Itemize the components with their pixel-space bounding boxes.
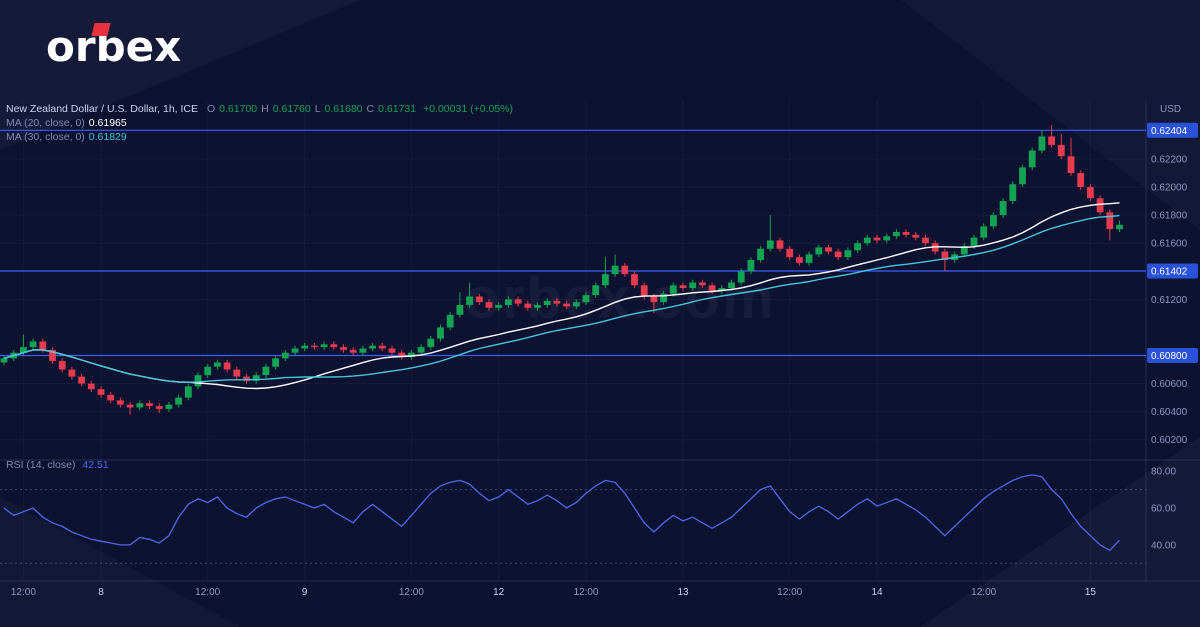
symbol-title: New Zealand Dollar / U.S. Dollar, 1h, IC… xyxy=(6,103,198,115)
low-label: L xyxy=(314,103,321,115)
svg-text:80.00: 80.00 xyxy=(1151,467,1176,478)
rsi-line xyxy=(3,474,1120,552)
orbex-logo: orbex xyxy=(46,22,181,71)
high-label: H xyxy=(261,103,269,115)
ma20-label: MA (20, close, 0) xyxy=(6,117,85,129)
ma30-value: 0.61829 xyxy=(88,131,127,143)
svg-text:0.61402: 0.61402 xyxy=(1151,267,1188,278)
svg-text:0.62000: 0.62000 xyxy=(1151,183,1188,194)
svg-text:14: 14 xyxy=(871,587,883,598)
svg-text:0.61800: 0.61800 xyxy=(1151,211,1188,222)
grid-lines xyxy=(0,100,1146,581)
low-value: 0.61680 xyxy=(324,103,363,115)
ma30-line xyxy=(3,214,1120,383)
svg-text:12:00: 12:00 xyxy=(11,587,36,598)
change-value: +0.00031 (+0.05%) xyxy=(423,103,513,115)
rsi-pane[interactable] xyxy=(0,462,1146,578)
svg-text:0.62200: 0.62200 xyxy=(1151,155,1188,166)
svg-text:12:00: 12:00 xyxy=(971,587,996,598)
close-value: 0.61731 xyxy=(378,103,417,115)
candlesticks xyxy=(0,125,1123,415)
price-axis[interactable]: USD 0.62200 0.62000 0.61800 0.61600 0.61200 0.… xyxy=(1146,100,1200,581)
svg-text:60.00: 60.00 xyxy=(1151,504,1176,515)
symbol-legend-row[interactable]: New Zealand Dollar / U.S. Dollar, 1h, IC… xyxy=(6,102,513,116)
svg-text:0.62404: 0.62404 xyxy=(1151,126,1188,137)
svg-text:12:00: 12:00 xyxy=(399,587,424,598)
close-label: C xyxy=(366,103,375,115)
svg-text:40.00: 40.00 xyxy=(1151,540,1176,551)
price-level-lines[interactable] xyxy=(0,129,1146,357)
ma30-label: MA (30, close, 0) xyxy=(6,131,85,143)
trading-chart[interactable]: orbex.com USD 0.62200 0.62000 0.61800 0.61600… xyxy=(0,100,1200,600)
high-value: 0.61760 xyxy=(272,103,311,115)
svg-text:15: 15 xyxy=(1085,587,1097,598)
rsi-legend-row[interactable]: RSI (14, close) 42.51 xyxy=(6,459,109,471)
pane-separators xyxy=(0,100,1200,582)
svg-text:USD: USD xyxy=(1160,104,1181,115)
rsi-value: 42.51 xyxy=(82,459,109,471)
svg-text:12:00: 12:00 xyxy=(573,587,598,598)
rsi-label: RSI (14, close) xyxy=(6,459,76,471)
svg-text:12:00: 12:00 xyxy=(777,587,802,598)
svg-text:9: 9 xyxy=(302,587,308,598)
chart-legend: New Zealand Dollar / U.S. Dollar, 1h, IC… xyxy=(6,102,513,144)
logo-red-flag-icon xyxy=(91,23,111,36)
watermark: orbex.com xyxy=(464,266,775,331)
svg-text:0.60200: 0.60200 xyxy=(1151,435,1188,446)
ma20-legend-row[interactable]: MA (20, close, 0) 0.61965 xyxy=(6,116,513,130)
open-value: 0.61700 xyxy=(219,103,258,115)
open-label: O xyxy=(207,103,216,115)
time-axis[interactable]: 12:00 8 12:00 9 12:00 12 12:00 13 12:00 14 12:00 15 xyxy=(0,582,1200,600)
svg-text:12: 12 xyxy=(493,587,505,598)
orbex-logo-text: orbex xyxy=(46,22,182,71)
svg-text:0.60400: 0.60400 xyxy=(1151,407,1188,418)
svg-text:0.61200: 0.61200 xyxy=(1151,295,1188,306)
ma30-legend-row[interactable]: MA (30, close, 0) 0.61829 xyxy=(6,130,513,144)
svg-text:12:00: 12:00 xyxy=(195,587,220,598)
svg-text:0.60600: 0.60600 xyxy=(1151,379,1188,390)
rsi-bands xyxy=(0,489,1146,564)
svg-text:0.61600: 0.61600 xyxy=(1151,239,1188,250)
svg-text:13: 13 xyxy=(677,587,689,598)
svg-text:8: 8 xyxy=(98,587,104,598)
ma20-value: 0.61965 xyxy=(88,117,127,129)
svg-text:0.60800: 0.60800 xyxy=(1151,351,1188,362)
